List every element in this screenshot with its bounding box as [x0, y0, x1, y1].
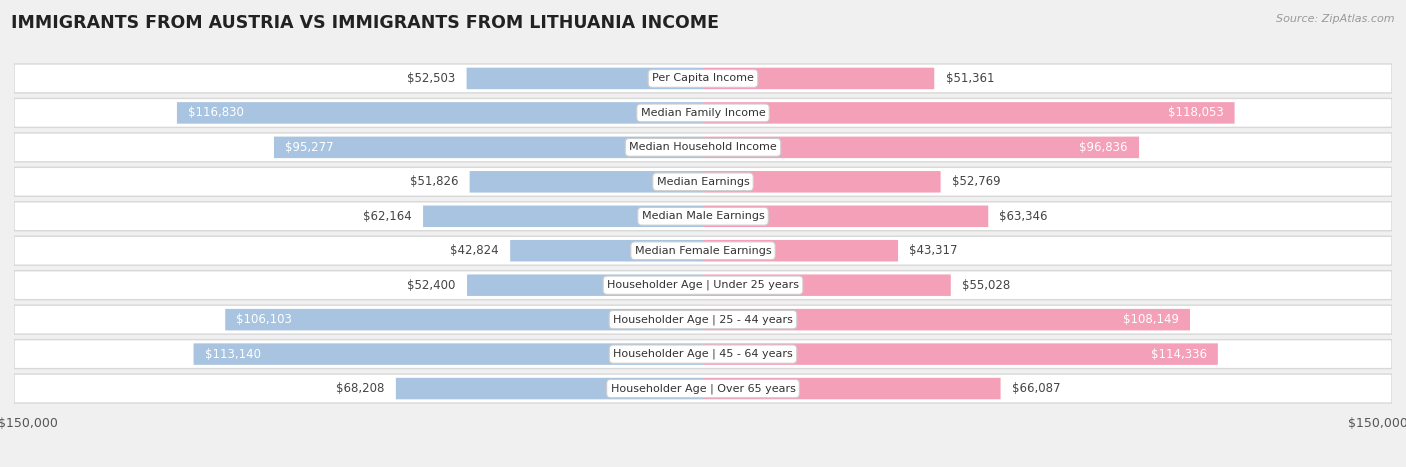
Text: Householder Age | Under 25 years: Householder Age | Under 25 years	[607, 280, 799, 290]
Text: Householder Age | Over 65 years: Householder Age | Over 65 years	[610, 383, 796, 394]
FancyBboxPatch shape	[703, 137, 1139, 158]
FancyBboxPatch shape	[14, 340, 1392, 368]
Text: $113,140: $113,140	[205, 347, 260, 361]
FancyBboxPatch shape	[703, 240, 898, 262]
FancyBboxPatch shape	[703, 102, 1234, 124]
FancyBboxPatch shape	[194, 343, 703, 365]
Text: Median Household Income: Median Household Income	[628, 142, 778, 152]
Text: Median Earnings: Median Earnings	[657, 177, 749, 187]
FancyBboxPatch shape	[14, 133, 1392, 162]
FancyBboxPatch shape	[703, 378, 1001, 399]
Text: $55,028: $55,028	[962, 279, 1011, 292]
Text: $96,836: $96,836	[1080, 141, 1128, 154]
FancyBboxPatch shape	[225, 309, 703, 330]
FancyBboxPatch shape	[510, 240, 703, 262]
Text: $108,149: $108,149	[1123, 313, 1178, 326]
Text: Per Capita Income: Per Capita Income	[652, 73, 754, 84]
Text: $66,087: $66,087	[1012, 382, 1060, 395]
Text: IMMIGRANTS FROM AUSTRIA VS IMMIGRANTS FROM LITHUANIA INCOME: IMMIGRANTS FROM AUSTRIA VS IMMIGRANTS FR…	[11, 14, 720, 32]
Text: Median Family Income: Median Family Income	[641, 108, 765, 118]
FancyBboxPatch shape	[14, 167, 1392, 196]
Text: $52,400: $52,400	[408, 279, 456, 292]
Text: Householder Age | 25 - 44 years: Householder Age | 25 - 44 years	[613, 314, 793, 325]
FancyBboxPatch shape	[470, 171, 703, 192]
FancyBboxPatch shape	[274, 137, 703, 158]
FancyBboxPatch shape	[14, 236, 1392, 265]
Text: $118,053: $118,053	[1167, 106, 1223, 120]
FancyBboxPatch shape	[423, 205, 703, 227]
Text: $43,317: $43,317	[910, 244, 957, 257]
FancyBboxPatch shape	[14, 64, 1392, 93]
Text: $62,164: $62,164	[363, 210, 412, 223]
FancyBboxPatch shape	[703, 68, 934, 89]
Text: $95,277: $95,277	[285, 141, 333, 154]
Text: $63,346: $63,346	[1000, 210, 1047, 223]
Text: $68,208: $68,208	[336, 382, 385, 395]
Text: $52,769: $52,769	[952, 175, 1001, 188]
Text: Householder Age | 45 - 64 years: Householder Age | 45 - 64 years	[613, 349, 793, 359]
FancyBboxPatch shape	[14, 271, 1392, 300]
FancyBboxPatch shape	[703, 343, 1218, 365]
FancyBboxPatch shape	[703, 275, 950, 296]
FancyBboxPatch shape	[703, 309, 1189, 330]
FancyBboxPatch shape	[703, 171, 941, 192]
FancyBboxPatch shape	[14, 99, 1392, 127]
FancyBboxPatch shape	[14, 305, 1392, 334]
Text: $114,336: $114,336	[1150, 347, 1206, 361]
Text: $51,361: $51,361	[945, 72, 994, 85]
FancyBboxPatch shape	[14, 202, 1392, 231]
Text: Median Male Earnings: Median Male Earnings	[641, 211, 765, 221]
FancyBboxPatch shape	[703, 205, 988, 227]
Text: Source: ZipAtlas.com: Source: ZipAtlas.com	[1277, 14, 1395, 24]
Text: $51,826: $51,826	[411, 175, 458, 188]
Text: Median Female Earnings: Median Female Earnings	[634, 246, 772, 256]
FancyBboxPatch shape	[14, 374, 1392, 403]
Text: $116,830: $116,830	[188, 106, 245, 120]
FancyBboxPatch shape	[177, 102, 703, 124]
FancyBboxPatch shape	[467, 68, 703, 89]
FancyBboxPatch shape	[467, 275, 703, 296]
Text: $42,824: $42,824	[450, 244, 499, 257]
FancyBboxPatch shape	[396, 378, 703, 399]
Text: $52,503: $52,503	[408, 72, 456, 85]
Text: $106,103: $106,103	[236, 313, 292, 326]
